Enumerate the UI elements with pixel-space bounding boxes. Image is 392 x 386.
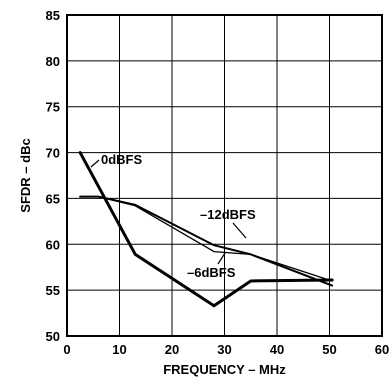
grid — [67, 15, 382, 336]
x-tick-label: 50 — [322, 342, 336, 357]
series-line — [79, 195, 334, 287]
annotations: 0dBFS –12dBFS –6dBFS — [90, 152, 256, 280]
x-tick-label: 0 — [63, 342, 70, 357]
series-annotation: –12dBFS — [200, 207, 256, 222]
y-tick-label: 85 — [46, 8, 60, 23]
y-tick-label: 75 — [46, 100, 60, 115]
annotation-leader — [90, 159, 100, 168]
x-tick-label: 20 — [165, 342, 179, 357]
y-tick-label: 65 — [46, 191, 60, 206]
series-annotation: 0dBFS — [101, 152, 143, 167]
annotation-leader — [217, 252, 226, 265]
y-tick-label: 70 — [46, 146, 60, 161]
plot-frame — [66, 14, 383, 337]
series-lines — [78, 151, 334, 308]
series-line — [78, 151, 334, 308]
annotation-leader — [232, 222, 247, 239]
x-tick-label: 40 — [270, 342, 284, 357]
x-tick-label: 30 — [217, 342, 231, 357]
y-tick-label: 80 — [46, 54, 60, 69]
x-tick-label: 60 — [375, 342, 389, 357]
series-annotation: –6dBFS — [187, 265, 236, 280]
y-tick-label: 50 — [46, 329, 60, 344]
plot-border — [66, 14, 383, 337]
y-tick-label: 60 — [46, 237, 60, 252]
y-tick-label: 55 — [46, 283, 60, 298]
x-tick-label: 10 — [112, 342, 126, 357]
x-axis-title: FREQUENCY – MHz — [163, 362, 286, 377]
y-axis-title: SFDR – dBc — [18, 138, 33, 212]
tick-labels: 0 10 20 30 40 50 60 50 55 60 65 70 75 80 85 — [46, 8, 390, 357]
